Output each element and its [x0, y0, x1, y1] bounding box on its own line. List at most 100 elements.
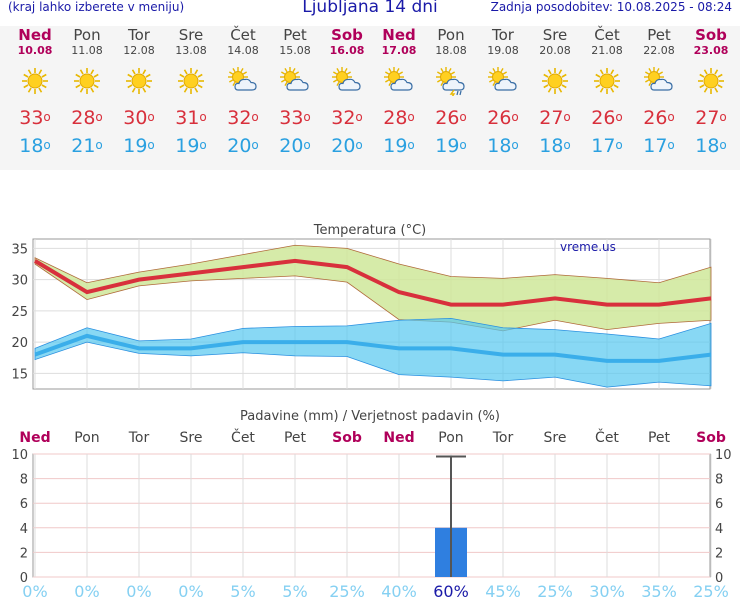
day-column: Sre 13.08 31o 19o [165, 26, 217, 160]
day-column: Sob 23.08 27o 18o [685, 26, 737, 160]
y-tick-label-right: 2 [715, 546, 723, 561]
day-date: 21.08 [591, 44, 623, 57]
x-tick-label: Sre [544, 430, 567, 446]
day-date: 12.08 [123, 44, 155, 57]
x-tick-label: Tor [492, 430, 514, 446]
y-tick-label: 15 [11, 367, 28, 382]
x-tick-label: Čet [595, 428, 619, 446]
precip-probability: 5% [282, 582, 307, 600]
partly-cloudy-icon [321, 58, 373, 104]
min-temp: 18o [19, 135, 51, 157]
max-temp: 26o [591, 107, 623, 129]
x-tick-label: Ned [19, 430, 50, 446]
x-tick-label: Sob [332, 430, 362, 446]
precip-probability: 0% [178, 582, 203, 600]
day-column: Pon 11.08 28o 21o [61, 26, 113, 160]
max-temp: 28o [71, 107, 103, 129]
max-temp: 32o [227, 107, 259, 129]
day-name: Čet [230, 26, 256, 44]
precip-probability: 25% [329, 582, 365, 600]
thunder-rain-icon [425, 58, 477, 104]
x-tick-label: Pon [438, 430, 463, 446]
watermark: vreme.us [560, 240, 616, 254]
x-tick-label: Tor [128, 430, 150, 446]
day-date: 19.08 [487, 44, 519, 57]
day-date: 10.08 [17, 44, 53, 57]
x-tick-label: Pet [284, 430, 307, 446]
day-column: Ned 17.08 28o 19o [373, 26, 425, 160]
y-tick-label: 20 [11, 336, 28, 351]
precip-probability: 45% [485, 582, 521, 600]
day-name: Pon [437, 26, 465, 44]
y-tick-label: 0 [20, 571, 28, 586]
day-date: 18.08 [435, 44, 467, 57]
max-temp: 26o [435, 107, 467, 129]
top-bar: (kraj lahko izberete v meniju) Ljubljana… [0, 0, 740, 20]
day-column: Pet 15.08 33o 20o [269, 26, 321, 160]
min-temp: 19o [383, 135, 415, 157]
x-tick-label: Sre [180, 430, 203, 446]
partly-cloudy-icon [477, 58, 529, 104]
min-temp: 19o [175, 135, 207, 157]
day-date: 14.08 [227, 44, 259, 57]
day-column: Pet 22.08 26o 17o [633, 26, 685, 160]
sun-icon [9, 58, 61, 104]
precip-probability: 40% [381, 582, 417, 600]
partly-cloudy-icon [269, 58, 321, 104]
day-date: 20.08 [539, 44, 571, 57]
y-tick-label: 4 [20, 522, 28, 537]
min-temp: 18o [539, 135, 571, 157]
day-name: Ned [382, 26, 416, 44]
day-date: 11.08 [71, 44, 103, 57]
y-tick-label-right: 6 [715, 497, 723, 512]
day-name: Sre [542, 26, 568, 44]
max-temp: 27o [695, 107, 727, 129]
y-tick-label-right: 0 [715, 571, 723, 586]
day-date: 15.08 [279, 44, 311, 57]
min-temp: 21o [71, 135, 103, 157]
sun-icon [165, 58, 217, 104]
precipitation-chart: Padavine (mm) / Verjetnost padavin (%) Ne… [11, 409, 731, 600]
x-tick-label: Sob [696, 430, 726, 446]
location-menu-hint[interactable]: (kraj lahko izberete v meniju) [8, 0, 185, 14]
day-date: 16.08 [329, 44, 365, 57]
min-temp: 20o [279, 135, 311, 157]
x-tick-label: Čet [231, 428, 255, 446]
daily-forecast-strip: Ned 10.08 33o 18o Pon 11.08 28o 21o Tor 12.08 30o 1… [0, 26, 740, 170]
precip-probability: 60% [433, 582, 469, 600]
y-tick-label: 30 [11, 274, 28, 289]
partly-cloudy-icon [373, 58, 425, 104]
x-tick-label: Pon [74, 430, 99, 446]
max-temp: 28o [383, 107, 415, 129]
day-name: Pet [283, 26, 307, 44]
y-tick-label: 6 [20, 497, 28, 512]
day-name: Pon [73, 26, 101, 44]
precip-probability: 0% [74, 582, 99, 600]
series-line-max [33, 258, 712, 307]
chart-title: Temperatura (°C) [313, 223, 426, 238]
y-tick-label-right: 8 [715, 473, 723, 488]
min-temp: 20o [227, 135, 259, 157]
min-temp: 20o [331, 135, 363, 157]
max-temp: 30o [123, 107, 155, 129]
day-column: Pon 18.08 26o 19o [425, 26, 477, 160]
day-date: 22.08 [643, 44, 675, 57]
min-temp: 19o [123, 135, 155, 157]
precip-probability: 25% [693, 582, 729, 600]
y-tick-label: 2 [20, 546, 28, 561]
precip-probability: 0% [22, 582, 47, 600]
sun-icon [113, 58, 165, 104]
partly-cloudy-icon [633, 58, 685, 104]
partly-cloudy-icon [217, 58, 269, 104]
precip-probability: 35% [641, 582, 677, 600]
max-temp: 33o [19, 107, 51, 129]
series-line-min [34, 333, 712, 363]
day-name: Ned [18, 26, 52, 44]
day-column: Čet 14.08 32o 20o [217, 26, 269, 160]
max-temp: 26o [487, 107, 519, 129]
y-tick-label: 25 [11, 305, 28, 320]
x-tick-label: Ned [383, 430, 414, 446]
y-tick-label-right: 4 [715, 522, 723, 537]
y-tick-label: 35 [11, 242, 28, 257]
precip-probability: 30% [589, 582, 625, 600]
